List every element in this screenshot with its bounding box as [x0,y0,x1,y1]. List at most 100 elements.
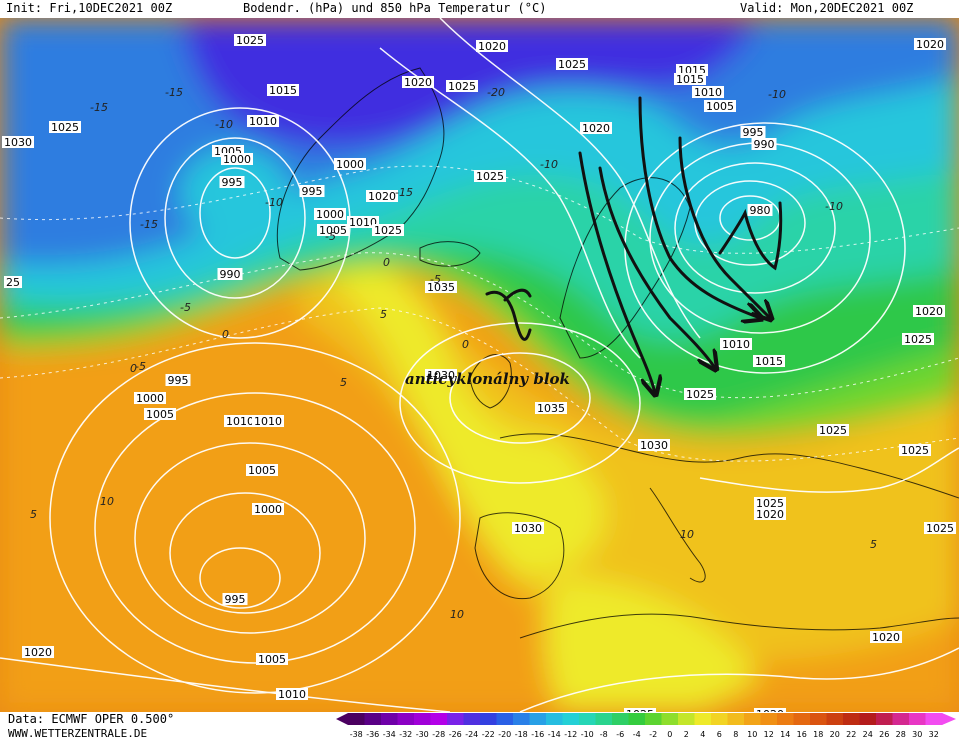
scale-swatch [645,713,662,725]
pressure-label: 1010 [254,415,282,428]
pressure-label: 1000 [136,392,164,405]
scale-tick-label: -38 [350,730,363,739]
temperature-label: 5 [30,508,37,521]
scale-swatch [826,713,844,725]
pressure-label: 1010 [722,338,750,351]
scale-swatch [810,713,827,725]
scale-swatch [661,713,679,725]
pressure-label-bg [535,402,567,414]
scale-swatch [925,713,943,725]
scale-tick-label: 30 [912,730,922,739]
temperature-label: 10 [100,495,114,508]
scale-tick-label: 2 [684,730,689,739]
scale-tick-label: -22 [482,730,495,739]
pressure-label: 1020 [582,122,610,135]
pressure-label-bg [372,224,404,236]
scale-swatch [546,713,563,725]
pressure-label-bg [402,76,434,88]
pressure-label: 1020 [915,305,943,318]
pressure-label: 25 [6,276,20,289]
temperature-label: -10 [825,200,843,213]
scale-swatch [678,713,695,725]
pressure-label: 1020 [478,40,506,53]
isobar-990-west [199,167,271,259]
pressure-label: 1005 [248,464,276,477]
scale-swatch [480,713,497,725]
pressure-label: 1030 [514,522,542,535]
scale-swatch [876,713,893,725]
pressure-label: 1020 [756,508,784,521]
scale-swatch [529,713,547,725]
italy-coast [649,487,706,583]
pressure-label: 1005 [258,653,286,666]
pressure-label: 1025 [626,708,654,712]
scale-tick-label: -28 [432,730,445,739]
pressure-label-bg [425,369,457,381]
pressure-label-bg [720,338,752,350]
valid-time: Valid: Mon,20DEC2021 00Z [740,1,914,15]
isobar-990 [674,162,836,294]
pressure-label: 1030 [640,439,668,452]
isobar-1010 [94,392,416,664]
temperature-label: -15 [165,86,183,99]
pressure-label: 1000 [223,153,251,166]
data-source: Data: ECMWF OPER 0.500° [8,712,175,726]
temperature-label: 10 [680,528,694,541]
scale-swatch [595,713,613,725]
scale-swatch [463,713,481,725]
pressure-label: 980 [750,204,771,217]
pressure-label-bg [512,522,544,534]
pressure-label-bg [425,281,457,293]
pressure-label-bg [556,58,588,70]
temperature-label: -15 [140,218,158,231]
pressure-label: 1025 [904,333,932,346]
scale-swatch [694,713,712,725]
pressure-label: 1010 [278,688,306,701]
temperature-label: -10 [540,158,558,171]
scale-tick-label: 22 [846,730,856,739]
scale-swatch [892,713,910,725]
pressure-label-bg [247,115,279,127]
scale-swatch [579,713,596,725]
scale-swatch [909,713,926,725]
pressure-label-bg [476,40,508,52]
pressure-label-bg [299,185,325,197]
scale-tick-label: 26 [879,730,889,739]
website: WWW.WETTERZENTRALE.DE [8,727,148,740]
pressure-label: 1025 [374,224,402,237]
pressure-label-bg [638,439,670,451]
scale-tick-label: 12 [764,730,774,739]
pressure-label: 1010 [694,86,722,99]
temperature-label: -5 [135,360,146,373]
temperature-label: 10 [450,608,464,621]
temperature-label: -15 [395,186,413,199]
pressure-label: 1025 [448,80,476,93]
temp-band-yellow-south [545,578,760,712]
scale-swatch [430,713,448,725]
pressure-label: 1000 [316,208,344,221]
isobar-1025-ridge [379,47,641,359]
scale-tick-label: 14 [780,730,790,739]
pressure-label-bg [751,138,777,150]
temperature-label: -10 [215,118,233,131]
temperature-label: -5 [430,273,441,286]
pressure-label: 1020 [368,190,396,203]
scale-swatch [562,713,580,725]
pressure-label-bg [267,84,299,96]
pressure-label: 1005 [146,408,174,421]
isobar-1020-ridge [439,18,701,339]
temperature-label: -10 [265,196,283,209]
temperature-color-scale: -38 -36 -34 -32 -30 -28 -26 -24 -22 -20 -18 -16 -14-… [336,713,956,739]
pressure-label: 1025 [926,522,954,535]
scale-tick-label: -18 [515,730,528,739]
scale-swatch [843,713,860,725]
pressure-label-bg [692,86,724,98]
pressure-label-bg [754,508,786,520]
pressure-label-bg [817,424,849,436]
init-time: Init: Fri,10DEC2021 00Z [6,1,173,15]
scale-arrow-left [336,713,348,725]
scale-swatch [447,713,464,725]
